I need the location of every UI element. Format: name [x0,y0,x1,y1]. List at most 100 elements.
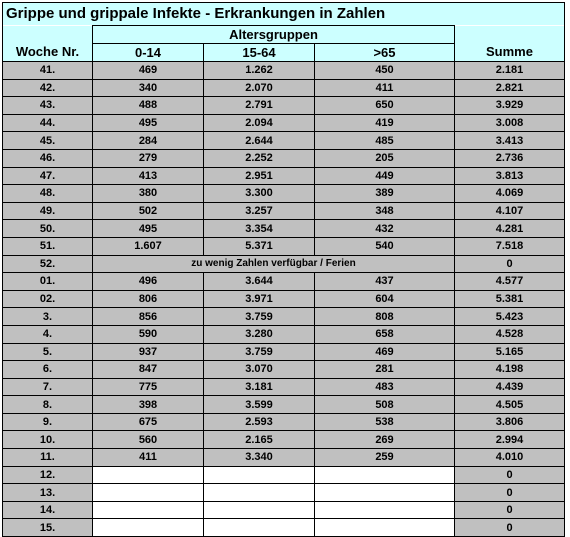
age-0-14-cell[interactable]: 806 [92,289,204,309]
note-cell[interactable]: zu wenig Zahlen verfügbar / Ferien [92,254,455,274]
age-0-14-cell[interactable]: 495 [92,219,204,238]
sum-cell[interactable]: 5.423 [454,307,565,326]
age-0-14-cell[interactable]: 488 [92,96,204,115]
week-cell[interactable]: 13. [2,483,93,502]
sum-cell[interactable]: 0 [454,254,565,274]
sum-cell[interactable]: 3.008 [454,113,565,133]
week-cell[interactable]: 51. [2,236,93,256]
age-65-cell[interactable]: 808 [314,307,455,326]
age-0-14-cell[interactable]: 856 [92,307,204,326]
age-65-cell[interactable]: 432 [314,219,455,238]
week-cell[interactable]: 41. [2,61,93,80]
age-65-cell[interactable]: 604 [314,289,455,309]
week-cell[interactable]: 9. [2,412,93,432]
sum-cell[interactable]: 4.107 [454,201,565,221]
age-15-64-cell[interactable]: 3.759 [203,307,315,326]
age-0-14-cell[interactable]: 380 [92,184,204,203]
age-15-64-cell[interactable]: 3.280 [203,324,315,344]
age-15-64-cell[interactable]: 2.094 [203,113,315,133]
altersgruppen-header[interactable]: Altersgruppen [92,25,455,44]
sum-cell[interactable]: 2.181 [454,61,565,80]
age-0-14-cell[interactable]: 411 [92,448,204,467]
age-0-14-cell[interactable]: 847 [92,360,204,379]
age-15-64-cell[interactable] [203,465,315,485]
week-cell[interactable]: 7. [2,377,93,397]
week-cell[interactable]: 14. [2,500,93,520]
week-header[interactable]: Woche Nr. [2,43,93,62]
age-65-cell[interactable]: 450 [314,61,455,80]
sum-cell[interactable]: 7.518 [454,236,565,256]
age-65-cell[interactable]: 650 [314,96,455,115]
sum-cell[interactable]: 0 [454,483,565,502]
sum-cell[interactable]: 2.821 [454,78,565,98]
week-cell[interactable]: 46. [2,148,93,168]
age-15-64-cell[interactable]: 2.252 [203,148,315,168]
age-15-64-cell[interactable]: 3.759 [203,342,315,362]
age-65-cell[interactable]: 538 [314,412,455,432]
age-0-14-header[interactable]: 0-14 [92,43,204,62]
sum-cell[interactable]: 4.198 [454,360,565,379]
age-0-14-cell[interactable]: 1.607 [92,236,204,256]
age-65-cell[interactable]: 281 [314,360,455,379]
age-15-64-cell[interactable]: 2.593 [203,412,315,432]
age-0-14-cell[interactable]: 279 [92,148,204,168]
age-0-14-cell[interactable] [92,483,204,502]
week-cell[interactable]: 02. [2,289,93,309]
age-65-cell[interactable]: 348 [314,201,455,221]
age-15-64-cell[interactable]: 3.354 [203,219,315,238]
age-65-cell[interactable]: 449 [314,166,455,186]
sum-cell[interactable]: 3.929 [454,96,565,115]
sum-cell[interactable]: 0 [454,465,565,485]
age-0-14-cell[interactable]: 937 [92,342,204,362]
age-0-14-cell[interactable]: 284 [92,131,204,150]
age-65-cell[interactable] [314,465,455,485]
week-cell[interactable]: 43. [2,96,93,115]
week-cell[interactable]: 47. [2,166,93,186]
age-15-64-cell[interactable]: 2.165 [203,430,315,450]
age-15-64-cell[interactable]: 3.300 [203,184,315,203]
sum-cell[interactable]: 2.736 [454,148,565,168]
age-0-14-cell[interactable] [92,465,204,485]
sum-cell[interactable]: 0 [454,500,565,520]
week-cell[interactable]: 49. [2,201,93,221]
age-15-64-cell[interactable]: 3.181 [203,377,315,397]
week-cell[interactable]: 12. [2,465,93,485]
age-15-64-cell[interactable]: 3.971 [203,289,315,309]
age-65-cell[interactable] [314,500,455,520]
sum-cell[interactable]: 3.813 [454,166,565,186]
sum-cell[interactable]: 0 [454,518,565,537]
age-15-64-cell[interactable] [203,483,315,502]
sum-cell[interactable]: 4.577 [454,272,565,291]
age-0-14-cell[interactable]: 590 [92,324,204,344]
age-15-64-cell[interactable]: 3.599 [203,395,315,414]
age-65-cell[interactable]: 389 [314,184,455,203]
age-65-header[interactable]: >65 [314,43,455,62]
age-0-14-cell[interactable]: 496 [92,272,204,291]
age-15-64-cell[interactable]: 3.257 [203,201,315,221]
header-blank-cell[interactable] [2,25,93,44]
age-15-64-cell[interactable]: 2.070 [203,78,315,98]
sum-cell[interactable]: 4.069 [454,184,565,203]
age-65-cell[interactable]: 205 [314,148,455,168]
age-0-14-cell[interactable]: 560 [92,430,204,450]
age-0-14-cell[interactable]: 675 [92,412,204,432]
week-cell[interactable]: 45. [2,131,93,150]
sum-cell[interactable]: 4.439 [454,377,565,397]
age-0-14-cell[interactable]: 340 [92,78,204,98]
week-cell[interactable]: 50. [2,219,93,238]
week-cell[interactable]: 3. [2,307,93,326]
age-15-64-cell[interactable]: 2.644 [203,131,315,150]
age-15-64-cell[interactable]: 3.070 [203,360,315,379]
age-0-14-cell[interactable]: 775 [92,377,204,397]
week-cell[interactable]: 15. [2,518,93,537]
sum-cell[interactable]: 3.806 [454,412,565,432]
week-cell[interactable]: 01. [2,272,93,291]
sum-header[interactable]: Summe [454,43,565,62]
sum-cell[interactable]: 5.165 [454,342,565,362]
sum-cell[interactable]: 5.381 [454,289,565,309]
age-65-cell[interactable]: 658 [314,324,455,344]
sum-cell[interactable]: 2.994 [454,430,565,450]
week-cell[interactable]: 4. [2,324,93,344]
age-15-64-cell[interactable] [203,500,315,520]
age-15-64-cell[interactable]: 2.791 [203,96,315,115]
